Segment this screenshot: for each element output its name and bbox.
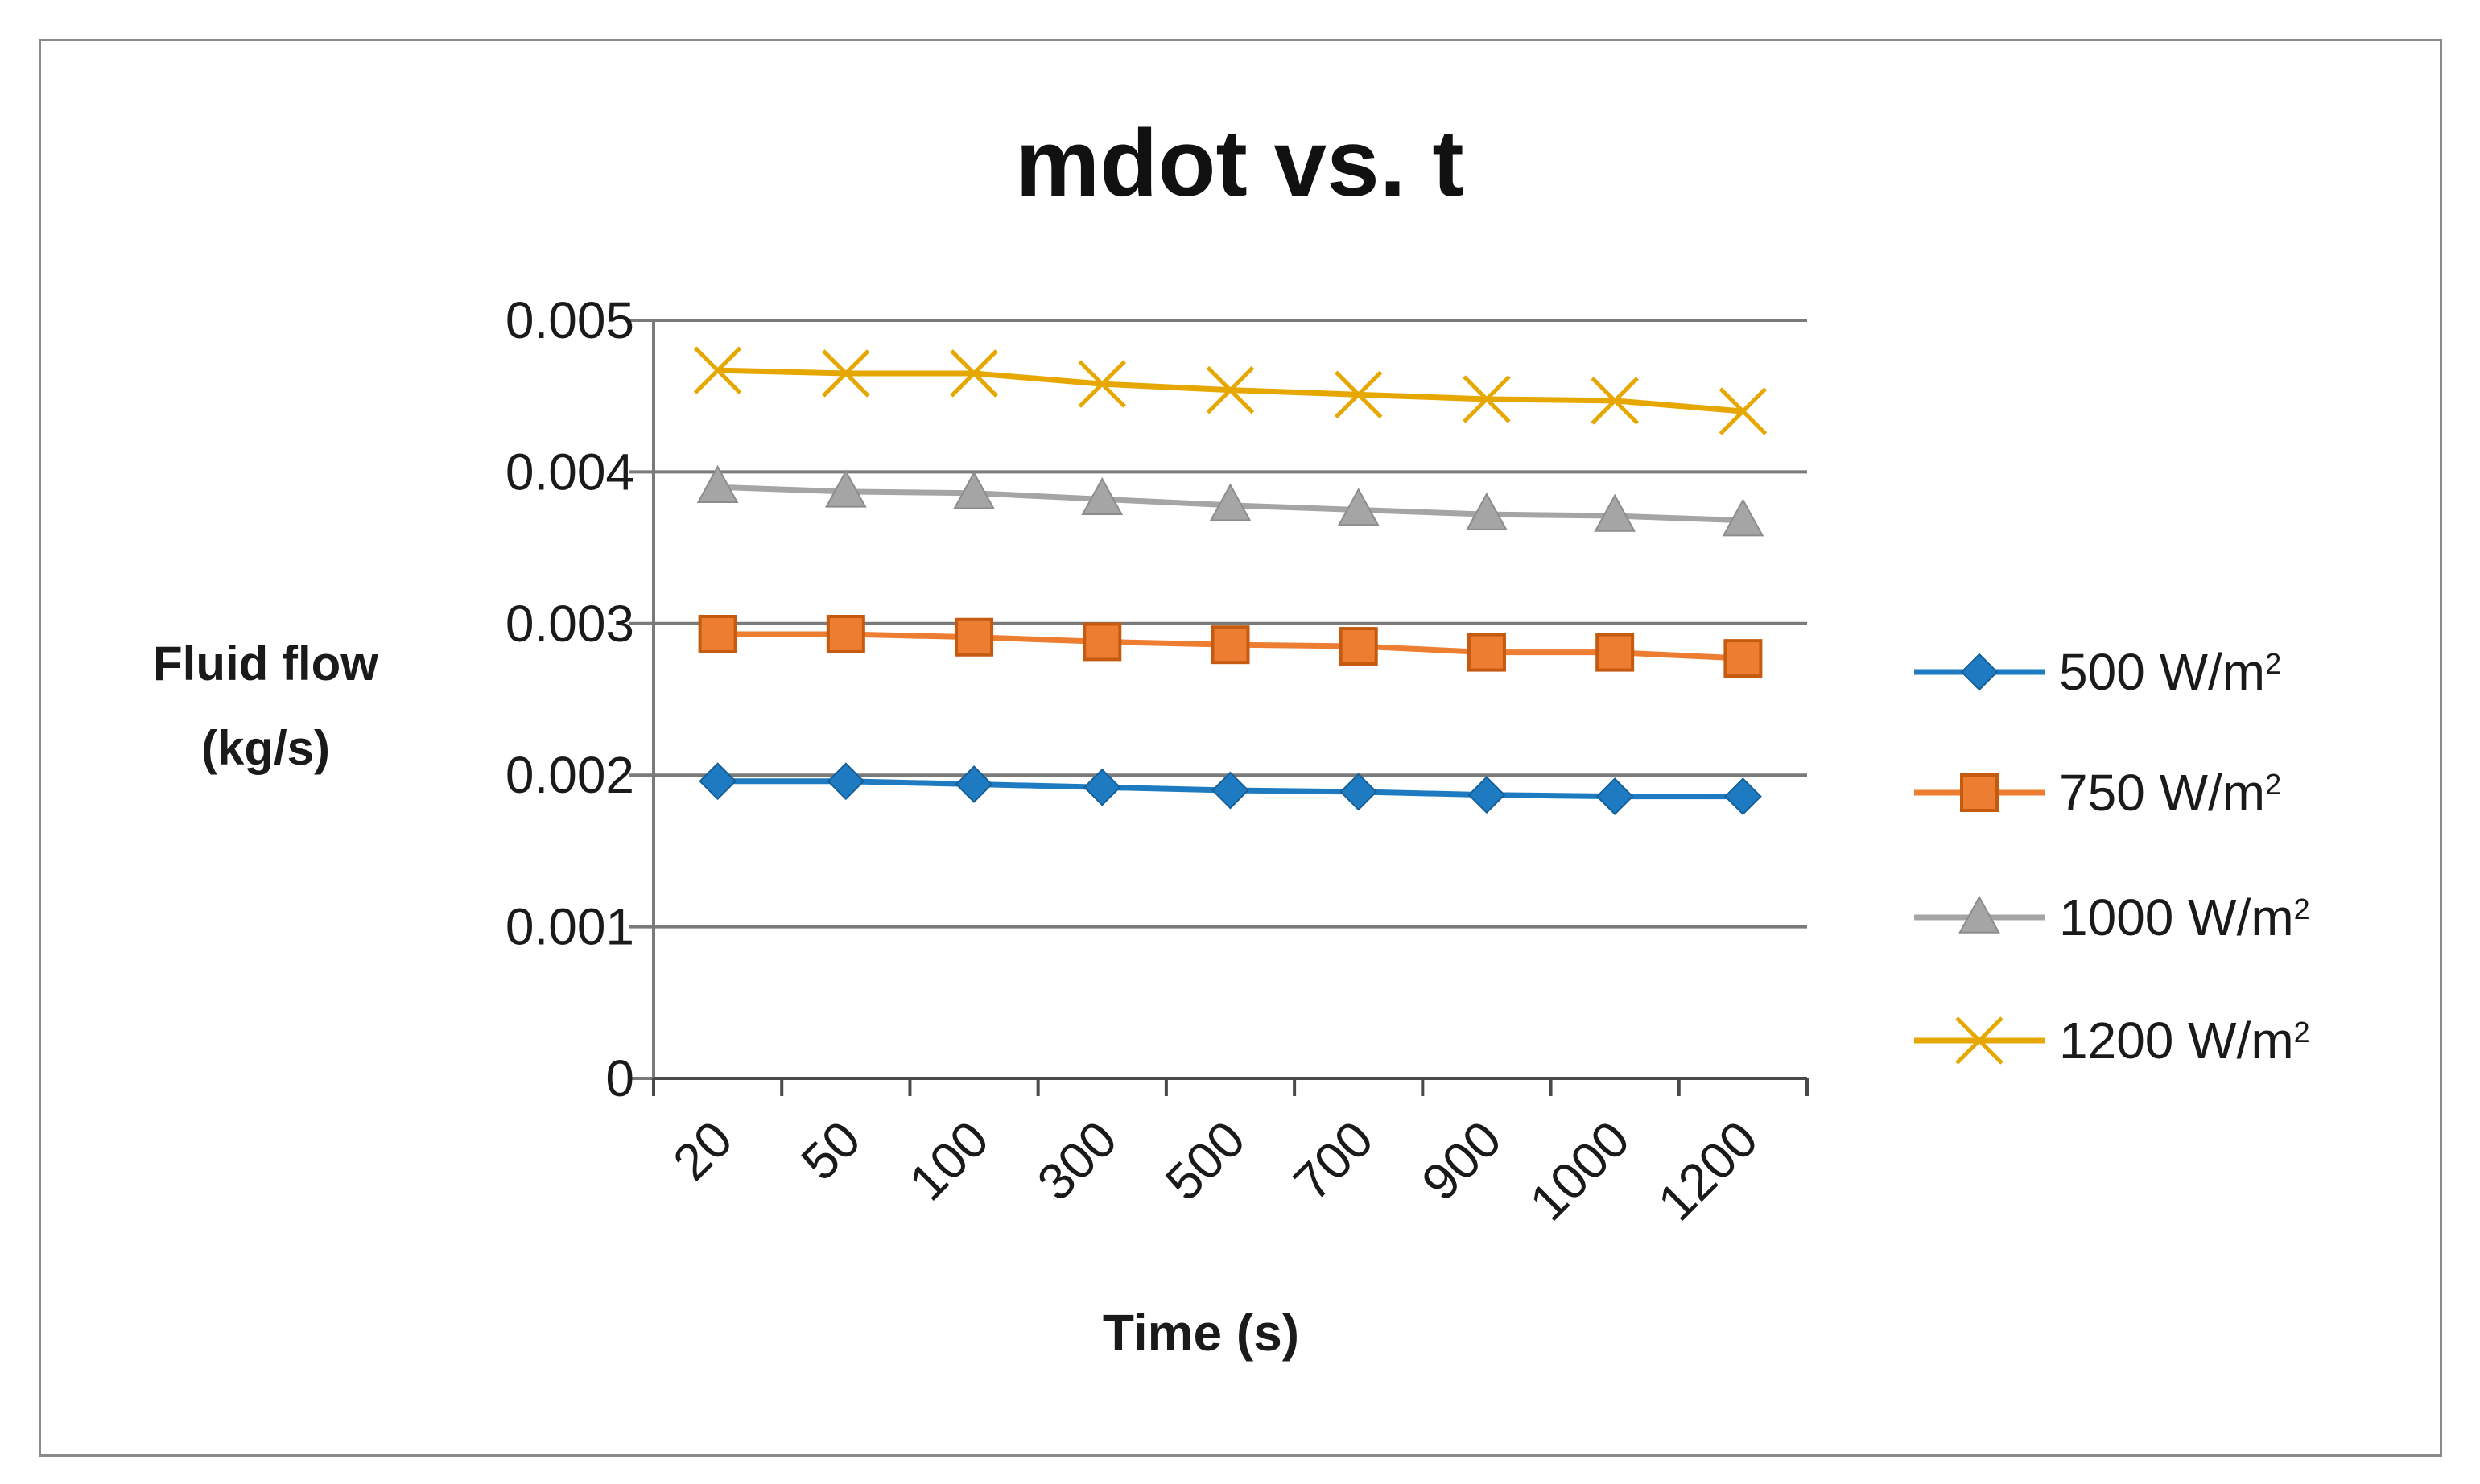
legend-marker xyxy=(1960,653,1999,691)
data-point xyxy=(1211,625,1250,665)
data-point xyxy=(955,765,993,803)
x-tick-label: 500 xyxy=(1154,1110,1256,1211)
data-point xyxy=(824,469,867,508)
data-point xyxy=(1206,365,1255,414)
data-point xyxy=(1595,633,1635,672)
data-point xyxy=(826,614,865,653)
x-tick-label: 1000 xyxy=(1518,1110,1640,1232)
legend-entry: 750 W/m2 xyxy=(1914,764,2281,822)
data-point xyxy=(1211,771,1249,810)
legend-entry: 500 W/m2 xyxy=(1914,643,2281,701)
data-point xyxy=(1595,777,1634,815)
x-tick-label: 20 xyxy=(662,1110,743,1191)
x-tick-label: 900 xyxy=(1410,1110,1512,1211)
data-point xyxy=(1723,639,1763,678)
chart-title: mdot vs. t xyxy=(1015,110,1463,216)
y-tick-label: 0.002 xyxy=(505,746,634,804)
data-point xyxy=(950,349,998,398)
y-tick-label: 0.003 xyxy=(505,595,634,653)
data-point xyxy=(696,464,739,503)
data-point xyxy=(1078,360,1127,408)
data-point xyxy=(699,762,737,801)
legend-marker xyxy=(1958,895,2000,934)
data-point xyxy=(827,762,865,801)
x-tick-label: 700 xyxy=(1282,1110,1384,1211)
data-point xyxy=(1339,627,1378,666)
data-point xyxy=(1337,488,1380,526)
data-point xyxy=(1591,377,1639,425)
data-point xyxy=(822,349,870,398)
data-point xyxy=(1719,387,1768,435)
legend-label: 750 W/m2 xyxy=(2059,764,2281,822)
legend-label: 1000 W/m2 xyxy=(2059,888,2310,946)
data-point xyxy=(693,346,742,394)
x-tick-label: 50 xyxy=(790,1110,871,1191)
data-point xyxy=(698,614,737,653)
legend-entry: 1000 W/m2 xyxy=(1914,888,2310,946)
x-tick-label: 100 xyxy=(898,1110,1000,1211)
data-point xyxy=(1723,777,1762,815)
y-axis-title: (kg/s) xyxy=(201,721,330,775)
data-point xyxy=(1083,768,1121,806)
data-point xyxy=(955,617,994,657)
data-point xyxy=(1209,483,1252,521)
data-point xyxy=(1081,476,1124,516)
y-tick-label: 0.004 xyxy=(505,443,634,501)
x-tick-label: 1200 xyxy=(1647,1110,1769,1232)
data-point xyxy=(1466,492,1508,530)
data-point xyxy=(1339,773,1378,811)
legend-label: 1200 W/m2 xyxy=(2059,1012,2310,1070)
data-point xyxy=(1083,622,1122,662)
legend-marker xyxy=(1960,773,1999,812)
data-point xyxy=(1467,633,1506,672)
y-tick-label: 0.005 xyxy=(505,291,634,349)
legend-entry: 1200 W/m2 xyxy=(1914,1012,2310,1070)
data-point xyxy=(953,471,995,509)
data-point xyxy=(1722,498,1764,537)
x-axis-title: Time (s) xyxy=(1103,1304,1299,1362)
data-point xyxy=(1594,493,1636,532)
data-point xyxy=(1463,375,1511,423)
data-point xyxy=(1334,370,1383,419)
x-tick-label: 300 xyxy=(1026,1110,1128,1211)
legend-marker xyxy=(1955,1016,2003,1065)
data-point xyxy=(1467,776,1506,814)
y-axis-title: Fluid flow xyxy=(153,637,378,690)
legend-label: 500 W/m2 xyxy=(2059,643,2281,701)
y-tick-label: 0 xyxy=(605,1049,634,1107)
chart-frame xyxy=(39,39,2442,1457)
y-tick-label: 0.001 xyxy=(505,898,634,956)
